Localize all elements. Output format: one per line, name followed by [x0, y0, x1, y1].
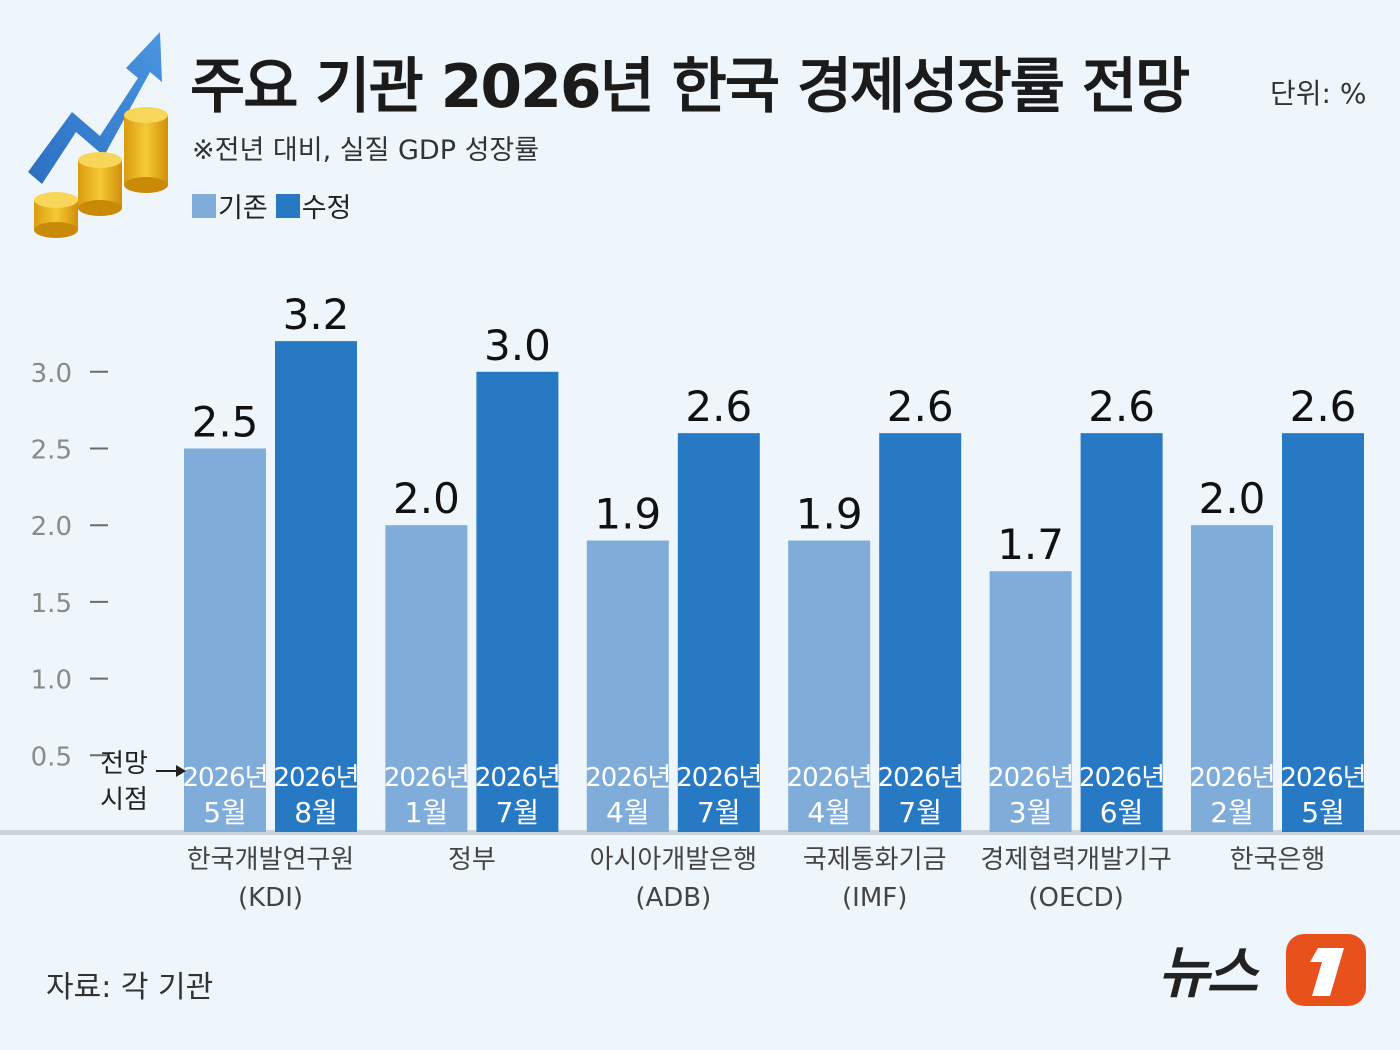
forecast-date-month: 6월 [1100, 796, 1144, 829]
forecast-date-month: 3월 [1009, 796, 1053, 829]
forecast-date-year: 2026년 [384, 763, 469, 793]
forecast-date-year: 2026년 [273, 763, 358, 793]
category-label: 아시아개발은행 [590, 845, 757, 875]
data-label-revised: 2.6 [1290, 382, 1357, 431]
legend: 기존 수정 [192, 186, 359, 225]
forecast-point-arrowhead [176, 765, 186, 777]
category-label: 한국개발연구원 [187, 845, 354, 875]
y-tick-label: 3.0 [31, 359, 72, 389]
forecast-date-year: 2026년 [182, 763, 267, 793]
forecast-point-label: 시점 [100, 785, 148, 815]
category-label: (ADB) [635, 883, 711, 913]
forecast-date-year: 2026년 [1189, 763, 1274, 793]
bar-existing [1191, 525, 1273, 832]
legend-item-existing: 기존 [192, 186, 268, 225]
legend-item-revised: 수정 [275, 186, 352, 225]
forecast-date-year: 2026년 [1079, 763, 1164, 793]
data-label-existing: 2.0 [393, 474, 460, 523]
svg-text:뉴스: 뉴스 [1158, 941, 1261, 1006]
forecast-date-month: 8월 [294, 796, 338, 829]
y-tick-label: 0.5 [31, 742, 72, 772]
unit-label: 단위: % [1270, 77, 1367, 110]
legend-swatch-revised [275, 193, 300, 218]
category-label: 국제통화기금 [803, 845, 947, 875]
bar-revised [1080, 433, 1163, 832]
bar-revised [1282, 433, 1364, 832]
data-label-revised: 3.0 [484, 321, 551, 370]
y-tick-label: 1.0 [31, 666, 72, 696]
forecast-date-year: 2026년 [676, 763, 761, 793]
bar-existing [989, 571, 1072, 832]
legend-label-existing: 기존 [218, 193, 268, 224]
forecast-date-month: 4월 [807, 796, 851, 829]
forecast-point-label: 전망 [100, 749, 148, 779]
forecast-date-month: 7월 [496, 796, 540, 829]
forecast-date-year: 2026년 [878, 763, 963, 793]
growth-coins-icon [28, 32, 168, 238]
data-label-revised: 2.6 [887, 382, 954, 431]
data-label-existing: 1.9 [594, 490, 661, 539]
bar-revised [275, 341, 357, 832]
bar-existing [184, 448, 266, 832]
bar-revised [677, 433, 760, 832]
data-label-existing: 2.0 [1199, 474, 1266, 523]
source-note: 자료: 각 기관 [46, 970, 214, 1005]
bar-existing [586, 540, 669, 832]
category-label: 정부 [448, 845, 496, 875]
forecast-date-month: 4월 [606, 796, 650, 829]
chart-title: 주요 기관 2026년 한국 경제성장률 전망 [190, 52, 1190, 122]
bar-revised [879, 433, 962, 832]
x-axis-baseline [0, 830, 1400, 835]
legend-label-revised: 수정 [301, 193, 352, 224]
category-label: 한국은행 [1230, 845, 1326, 875]
data-label-existing: 2.5 [192, 398, 259, 447]
y-tick-label: 2.5 [31, 436, 72, 466]
data-label-existing: 1.9 [796, 490, 863, 539]
category-label: 경제협력개발기구 [980, 845, 1171, 875]
data-label-revised: 2.6 [685, 382, 752, 431]
data-label-revised: 2.6 [1088, 382, 1155, 431]
bar-revised [476, 371, 559, 832]
forecast-date-month: 5월 [203, 796, 247, 829]
data-label-revised: 3.2 [283, 290, 350, 339]
forecast-date-month: 2월 [1210, 796, 1254, 829]
forecast-date-year: 2026년 [475, 763, 560, 793]
forecast-date-year: 2026년 [988, 763, 1073, 793]
chart-subtitle: ※전년 대비, 실질 GDP 성장률 [192, 135, 540, 166]
bar-existing [788, 540, 871, 832]
forecast-date-year: 2026년 [585, 763, 670, 793]
forecast-date-month: 7월 [697, 796, 741, 829]
data-label-existing: 1.7 [997, 520, 1064, 569]
forecast-date-month: 1월 [405, 796, 449, 829]
forecast-date-month: 5월 [1301, 796, 1345, 829]
category-label: (OECD) [1028, 883, 1123, 913]
category-label: (KDI) [238, 883, 303, 913]
forecast-date-year: 2026년 [787, 763, 872, 793]
y-tick-label: 1.5 [31, 589, 72, 619]
y-tick-label: 2.0 [31, 512, 72, 542]
forecast-date-year: 2026년 [1280, 763, 1365, 793]
category-label: (IMF) [842, 883, 907, 913]
news1-logo: 뉴스 [1158, 934, 1366, 1006]
forecast-date-month: 7월 [898, 796, 942, 829]
legend-swatch-existing [192, 193, 216, 218]
bar-existing [385, 525, 468, 832]
